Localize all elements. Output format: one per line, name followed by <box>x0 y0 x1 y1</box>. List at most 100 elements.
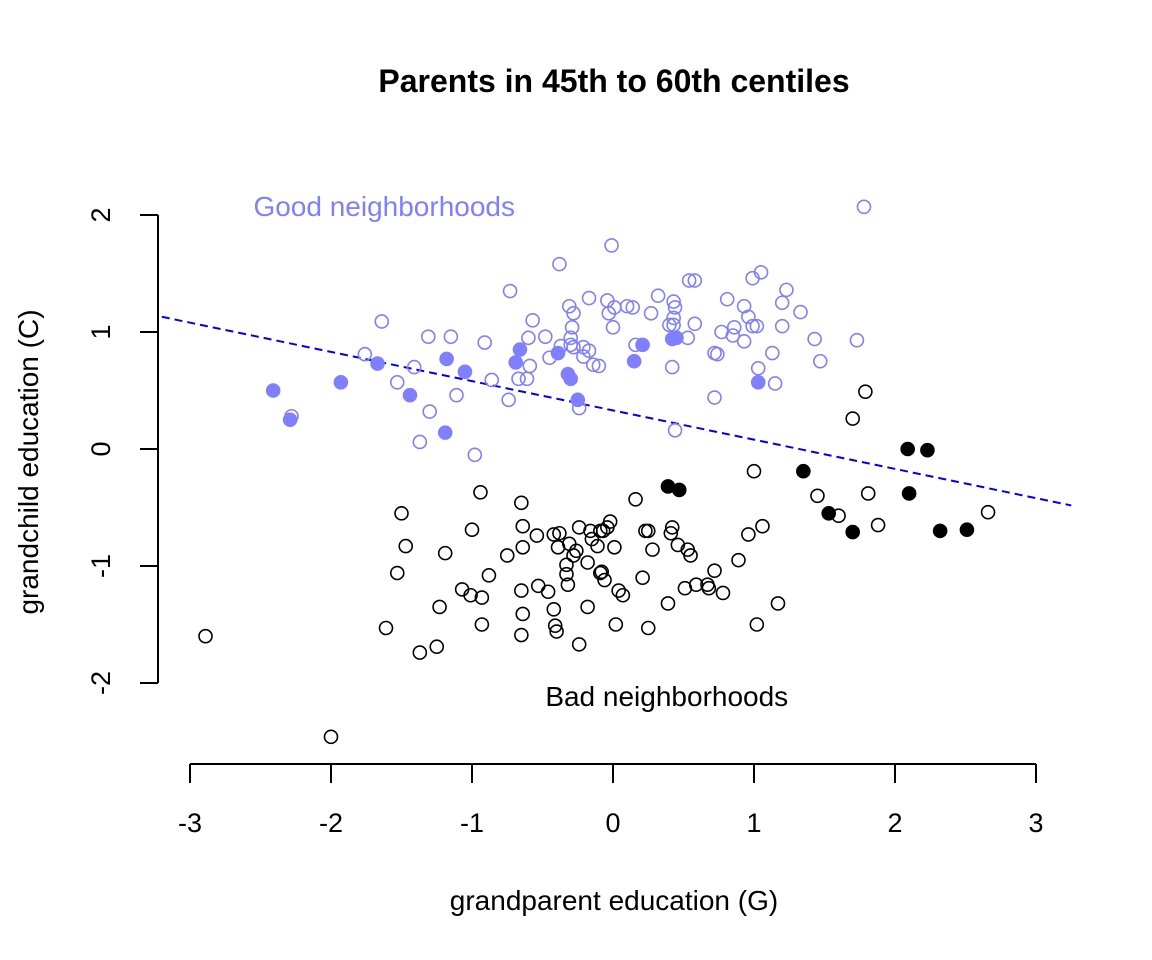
open-data-point <box>707 390 722 405</box>
open-data-point <box>591 358 607 374</box>
open-data-point <box>585 357 601 373</box>
open-data-point <box>767 376 783 391</box>
open-data-point <box>566 305 581 321</box>
open-data-point <box>484 372 500 388</box>
filled-data-point <box>550 345 566 361</box>
open-data-point <box>412 645 428 660</box>
chart-title: Parents in 45th to 60th centiles <box>378 63 849 99</box>
open-data-point <box>710 346 725 362</box>
open-data-point <box>600 293 615 308</box>
filled-data-point <box>750 375 766 390</box>
x-axis-label: grandparent education (G) <box>450 885 778 916</box>
open-data-point <box>638 523 653 539</box>
open-data-point <box>726 320 742 335</box>
open-data-point <box>687 273 703 288</box>
open-data-point <box>378 620 394 636</box>
open-data-point <box>741 527 756 542</box>
open-data-point <box>615 587 631 603</box>
open-data-point <box>663 525 679 541</box>
open-data-point <box>406 359 422 375</box>
open-data-point <box>849 332 865 348</box>
open-data-point <box>540 584 556 600</box>
series-0 <box>284 199 872 463</box>
open-data-point <box>463 587 478 603</box>
filled-data-point <box>402 387 418 403</box>
open-data-point <box>464 522 480 538</box>
open-data-point <box>666 294 681 309</box>
open-data-point <box>449 387 464 403</box>
filled-data-point <box>669 330 684 346</box>
open-data-point <box>605 320 621 335</box>
open-data-point <box>593 565 608 581</box>
open-data-point <box>473 484 488 500</box>
open-data-point <box>664 359 680 375</box>
open-data-point <box>793 304 808 320</box>
open-data-point <box>645 542 660 557</box>
open-data-point <box>745 318 760 334</box>
open-data-point <box>563 330 579 346</box>
open-data-point <box>559 566 574 582</box>
open-data-point <box>745 270 760 286</box>
open-data-point <box>640 523 656 539</box>
open-data-point <box>514 583 529 598</box>
y-tick-label: 1 <box>86 324 116 339</box>
x-tick-label: 3 <box>1028 808 1043 838</box>
open-data-point <box>552 525 567 541</box>
open-data-point <box>583 523 598 539</box>
filled-data-point <box>671 482 687 498</box>
open-data-point <box>640 620 656 636</box>
open-data-point <box>810 488 825 504</box>
open-data-point <box>389 375 405 390</box>
open-data-point <box>374 314 390 329</box>
open-data-point <box>667 422 683 438</box>
open-data-point <box>607 539 622 555</box>
open-data-point <box>566 548 581 563</box>
open-data-point <box>749 617 765 632</box>
open-data-point <box>580 599 595 615</box>
filled-data-point <box>932 523 948 539</box>
open-data-point <box>765 345 780 361</box>
open-data-point <box>664 520 680 535</box>
open-data-point <box>741 309 756 325</box>
open-data-point <box>530 578 546 594</box>
filled-data-point <box>512 342 528 357</box>
filled-data-point <box>439 351 454 367</box>
open-data-point <box>731 552 746 568</box>
open-data-point <box>569 543 584 559</box>
filled-data-point <box>845 524 861 540</box>
filled-data-point <box>570 392 586 408</box>
filled-data-point <box>626 353 642 369</box>
open-data-point <box>870 517 886 533</box>
open-data-point <box>561 298 577 314</box>
open-data-point <box>511 371 526 387</box>
filled-data-point <box>900 441 915 457</box>
series-2 <box>198 384 996 745</box>
open-data-point <box>601 305 617 321</box>
open-data-point <box>560 577 576 593</box>
open-data-point <box>597 572 612 588</box>
filled-data-point <box>959 522 975 538</box>
open-data-point <box>687 316 703 332</box>
open-data-point <box>858 384 873 399</box>
filled-data-point <box>457 364 473 380</box>
open-data-point <box>660 596 676 611</box>
open-data-point <box>779 282 794 298</box>
open-data-point <box>770 596 786 611</box>
open-data-point <box>514 627 529 643</box>
open-data-point <box>467 447 483 463</box>
open-data-point <box>860 486 876 501</box>
open-data-point <box>198 628 213 644</box>
open-data-point <box>519 371 535 387</box>
open-data-point <box>856 199 872 215</box>
open-data-point <box>715 585 731 601</box>
open-data-point <box>600 520 615 535</box>
open-data-point <box>746 463 762 479</box>
open-data-point <box>625 300 641 315</box>
filled-data-point <box>370 356 385 371</box>
open-data-point <box>714 324 729 340</box>
open-data-point <box>807 331 822 347</box>
filled-data-point <box>563 371 579 387</box>
y-tick-label: -1 <box>86 554 116 578</box>
filled-data-point <box>901 486 917 501</box>
open-data-point <box>515 606 531 622</box>
